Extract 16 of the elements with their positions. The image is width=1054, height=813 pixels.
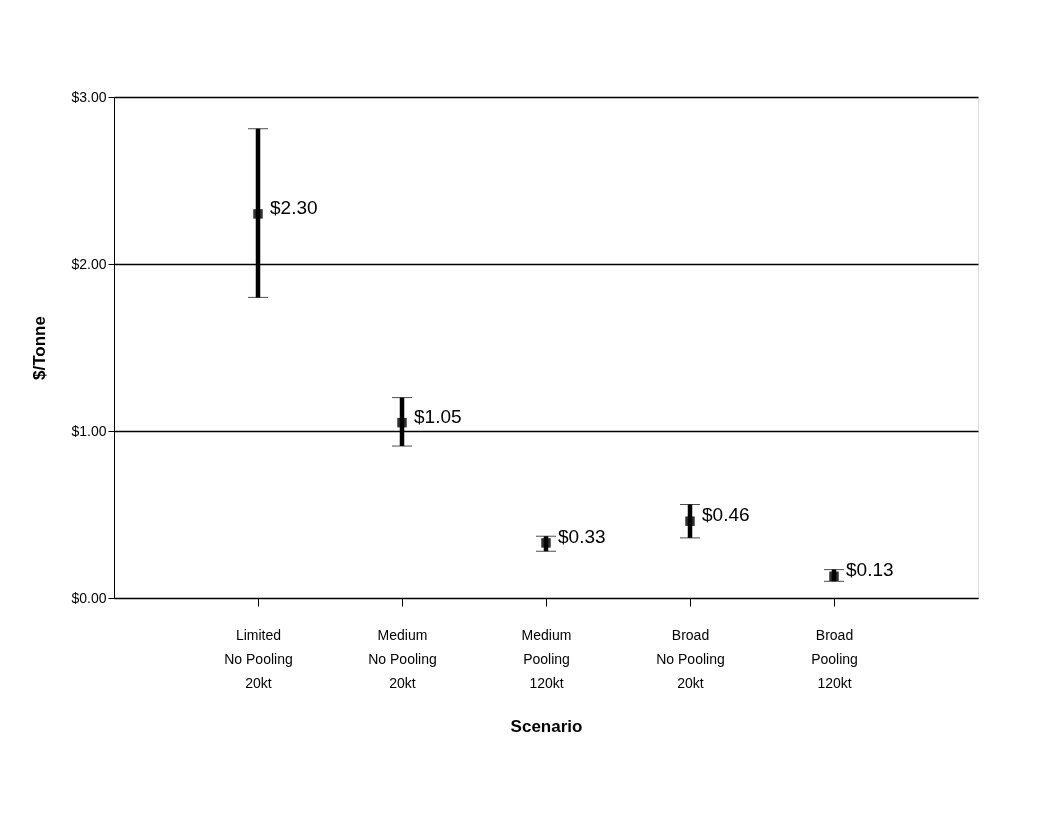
y-axis-title: $/Tonne xyxy=(30,316,50,380)
x-tick-label: Broad Pooling 120kt xyxy=(811,626,858,691)
x-tick-label: Limited No Pooling 20kt xyxy=(224,626,293,691)
x-tick-label: Medium No Pooling 20kt xyxy=(368,626,437,691)
data-label: $0.33 xyxy=(558,525,606,547)
y-tick-label: $0.00 xyxy=(71,589,107,606)
data-label: $1.05 xyxy=(414,405,462,427)
y-tick-label: $3.00 xyxy=(71,88,107,105)
x-axis-title: Scenario xyxy=(510,716,583,736)
y-tick-label: $1.00 xyxy=(71,422,107,439)
data-label: $0.13 xyxy=(846,559,894,581)
data-label: $2.30 xyxy=(270,196,318,218)
x-tick-label: Broad No Pooling 20kt xyxy=(656,626,725,691)
y-tick-label: $2.00 xyxy=(71,255,107,272)
x-tick-label: Medium Pooling 120kt xyxy=(521,626,572,691)
data-label: $0.46 xyxy=(702,504,750,526)
